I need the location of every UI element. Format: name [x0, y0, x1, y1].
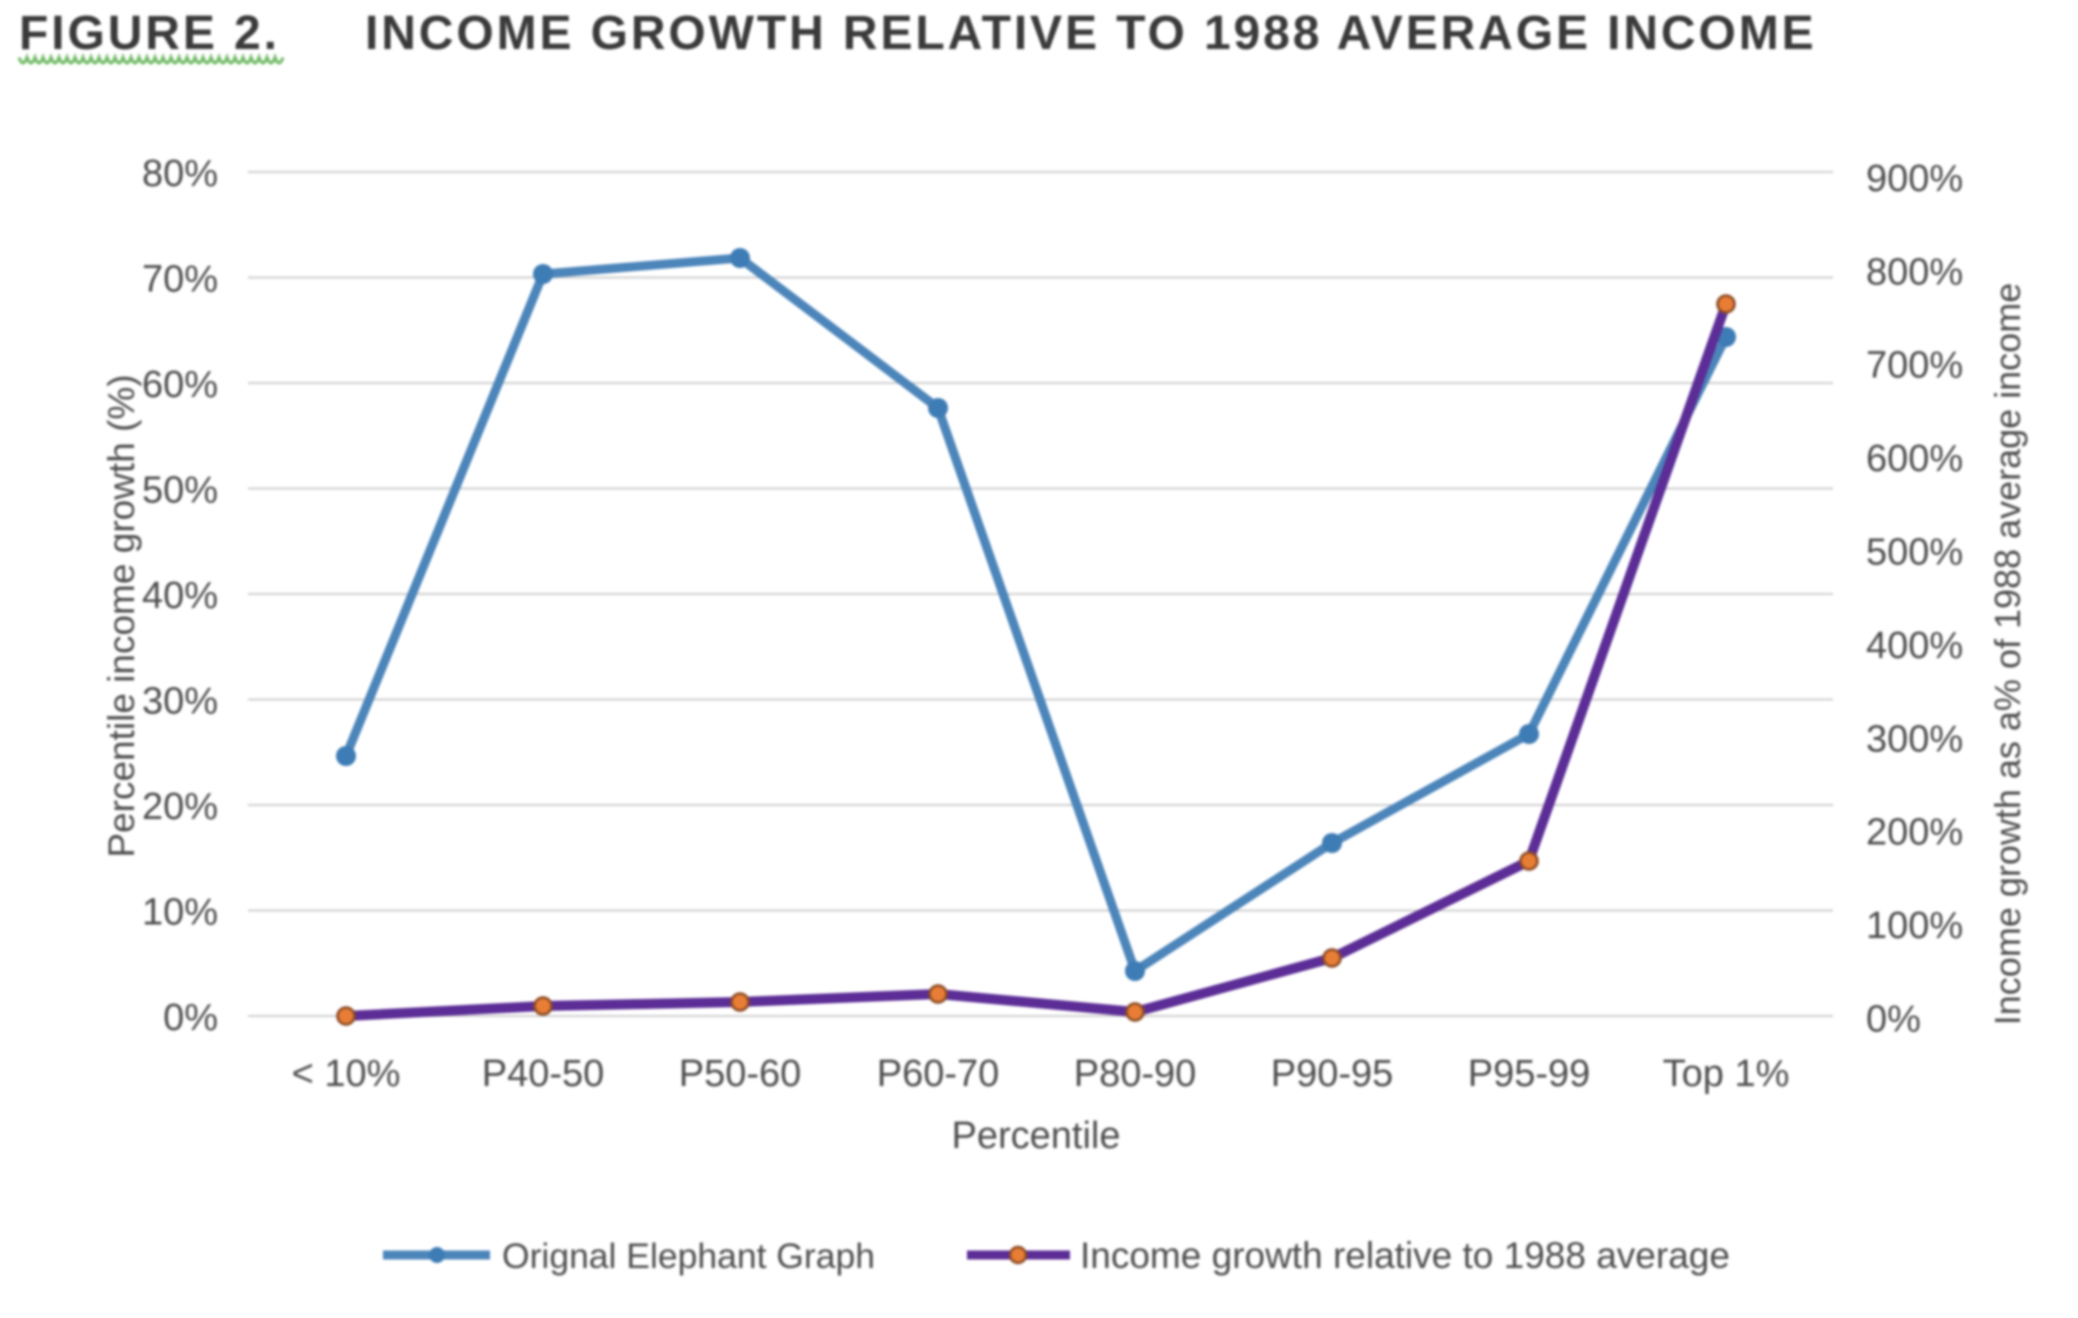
svg-text:200%: 200% — [1866, 812, 1963, 854]
svg-text:500%: 500% — [1866, 532, 1963, 574]
svg-text:60%: 60% — [142, 364, 218, 406]
svg-text:Percentile: Percentile — [952, 1115, 1121, 1157]
svg-text:Income growth as a% of 1988 av: Income growth as a% of 1988 average inco… — [1987, 283, 2028, 1025]
svg-text:P80-90: P80-90 — [1074, 1053, 1197, 1095]
svg-text:80%: 80% — [142, 153, 218, 195]
svg-text:0%: 0% — [163, 997, 218, 1039]
svg-text:Percentile income growth (%): Percentile income growth (%) — [101, 374, 142, 857]
svg-text:0%: 0% — [1866, 999, 1921, 1041]
svg-text:50%: 50% — [142, 470, 218, 512]
svg-text:400%: 400% — [1866, 625, 1963, 667]
svg-text:600%: 600% — [1866, 438, 1963, 480]
svg-text:10%: 10% — [142, 892, 218, 934]
svg-text:Income growth relative to 1988: Income growth relative to 1988 average — [1080, 1235, 1730, 1276]
svg-text:< 10%: < 10% — [292, 1053, 401, 1095]
svg-text:900%: 900% — [1866, 158, 1963, 200]
svg-text:FIGURE 2.: FIGURE 2. — [19, 7, 280, 60]
svg-text:INCOME GROWTH RELATIVE TO 1988: INCOME GROWTH RELATIVE TO 1988 AVERAGE I… — [365, 7, 1817, 60]
svg-text:40%: 40% — [142, 575, 218, 617]
svg-text:20%: 20% — [142, 786, 218, 828]
svg-text:800%: 800% — [1866, 251, 1963, 293]
svg-text:P60-70: P60-70 — [877, 1053, 1000, 1095]
svg-text:Top 1%: Top 1% — [1663, 1053, 1790, 1095]
svg-text:700%: 700% — [1866, 345, 1963, 387]
svg-text:70%: 70% — [142, 259, 218, 301]
svg-text:300%: 300% — [1866, 718, 1963, 760]
svg-text:Orignal Elephant Graph: Orignal Elephant Graph — [502, 1236, 875, 1276]
svg-text:P90-95: P90-95 — [1271, 1053, 1394, 1095]
svg-text:P40-50: P40-50 — [482, 1053, 605, 1095]
svg-text:P95-99: P95-99 — [1468, 1053, 1591, 1095]
svg-text:P50-60: P50-60 — [679, 1053, 802, 1095]
svg-text:100%: 100% — [1866, 905, 1963, 947]
svg-text:30%: 30% — [142, 681, 218, 723]
